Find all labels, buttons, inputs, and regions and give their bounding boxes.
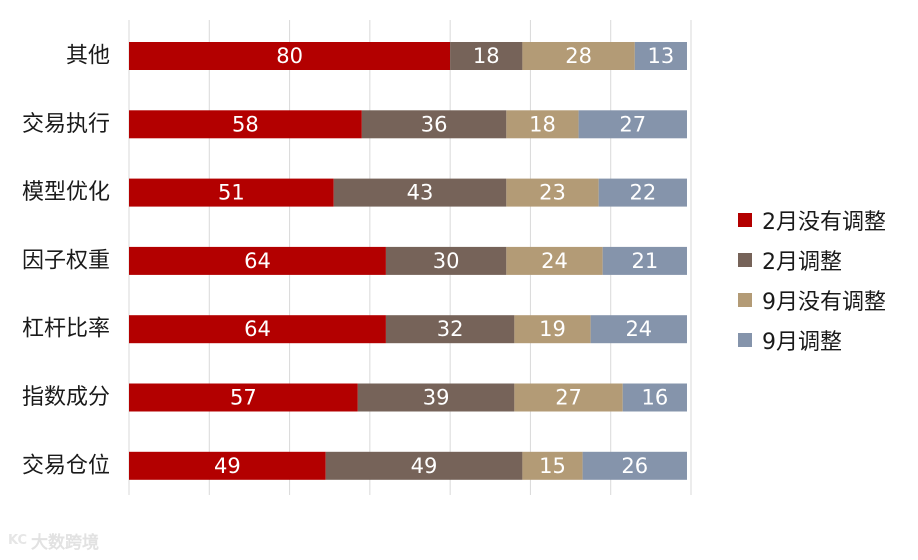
bars: 80 18 28 13 58 36 18 27 51 43 23 22 64 30 24 21 64 32 19 24… [129, 42, 687, 480]
data-label: 28 [565, 44, 592, 68]
data-label: 18 [473, 44, 500, 68]
data-label: 32 [437, 317, 464, 341]
legend-label: 2月调整 [762, 250, 842, 275]
bar-segment [129, 383, 358, 412]
bar-segment [385, 246, 507, 275]
legend-label: 2月没有调整 [762, 210, 886, 235]
bar-segment [590, 315, 687, 344]
bar-segment [602, 246, 687, 275]
category-label: 其他 [66, 44, 110, 69]
category-label: 交易执行 [22, 112, 110, 137]
category-label: 因子权重 [22, 248, 110, 273]
legend-swatch [738, 213, 752, 227]
data-label: 39 [423, 386, 450, 410]
watermark-text: 大数跨境 [31, 533, 100, 553]
bar-segment [522, 42, 635, 70]
data-label: 23 [539, 181, 566, 205]
bar-segment [450, 42, 523, 70]
bar-segment [333, 178, 507, 207]
bar-segment [506, 178, 599, 207]
legend-swatch [738, 253, 752, 267]
legend-label: 9月没有调整 [762, 290, 886, 315]
data-label: 24 [625, 317, 652, 341]
data-label: 19 [539, 317, 566, 341]
bar-segment [578, 110, 687, 139]
category-label: 模型优化 [22, 180, 110, 205]
bar-segment [357, 383, 515, 412]
category-label: 指数成分 [22, 385, 110, 410]
bar-segment [129, 110, 362, 139]
bar-segment [385, 315, 515, 344]
bar-segment [582, 451, 687, 480]
data-label: 57 [230, 386, 257, 410]
bar-segment [506, 246, 603, 275]
legend-item: 2月调整 [738, 240, 913, 280]
data-label: 26 [621, 454, 648, 478]
data-label: 15 [539, 454, 566, 478]
data-label: 22 [629, 181, 656, 205]
data-label: 64 [244, 317, 271, 341]
legend-item: 9月没有调整 [738, 280, 913, 320]
data-label: 49 [411, 454, 438, 478]
legend-swatch [738, 293, 752, 307]
legend: 2月没有调整 2月调整 9月没有调整 9月调整 [738, 200, 913, 360]
bar-segment [129, 178, 334, 207]
data-label: 16 [642, 386, 669, 410]
watermark: KC 大数跨境 [8, 528, 99, 553]
legend-swatch [738, 333, 752, 347]
bar-segment [325, 451, 523, 480]
bar-segment [622, 383, 687, 412]
bar-segment [361, 110, 507, 139]
legend-item: 9月调整 [738, 320, 913, 360]
category-label: 杠杆比率 [22, 317, 110, 342]
bar-segment [129, 42, 451, 70]
bar-segment [514, 315, 591, 344]
data-label: 36 [421, 112, 448, 136]
legend-item: 2月没有调整 [738, 200, 913, 240]
bar-segment [506, 110, 579, 139]
bar-segment [129, 451, 326, 480]
bar-segment [598, 178, 687, 207]
bar-segment [129, 246, 386, 275]
bar-segment [522, 451, 583, 480]
data-label: 49 [214, 454, 241, 478]
data-label: 64 [244, 249, 271, 273]
data-label: 27 [619, 112, 646, 136]
data-label: 51 [218, 181, 245, 205]
data-label: 58 [232, 112, 259, 136]
data-label: 30 [433, 249, 460, 273]
data-label: 24 [541, 249, 568, 273]
watermark-logo: KC [8, 533, 28, 548]
data-label: 18 [529, 112, 556, 136]
legend-label: 9月调整 [762, 330, 842, 355]
data-label: 13 [648, 44, 675, 68]
bar-segment [514, 383, 623, 412]
data-label: 80 [276, 44, 303, 68]
data-label: 27 [555, 386, 582, 410]
category-label: 交易仓位 [22, 453, 110, 478]
bar-segment [129, 315, 386, 344]
data-label: 43 [407, 181, 434, 205]
bar-segment [634, 42, 687, 70]
data-label: 21 [631, 249, 658, 273]
